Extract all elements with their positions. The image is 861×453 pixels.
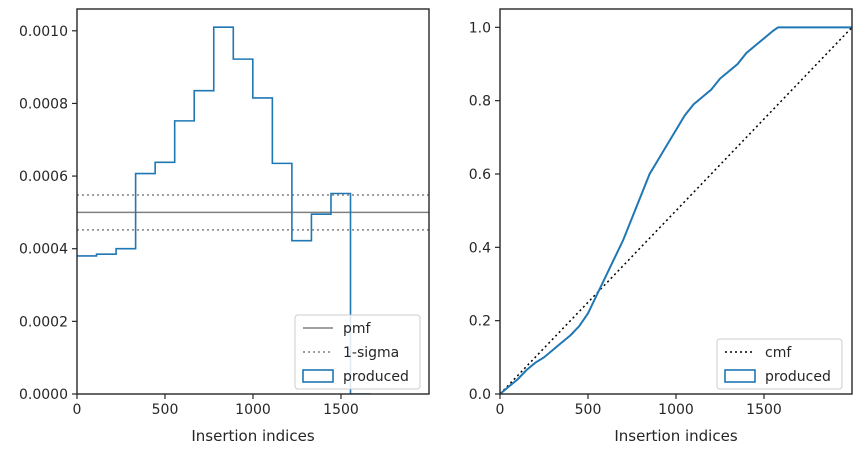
legend: cmf produced bbox=[716, 338, 843, 390]
y-tick-label: 0.0002 bbox=[19, 314, 68, 330]
x-axis-label: Insertion indices bbox=[614, 427, 737, 445]
legend-entry-cmf-label: cmf bbox=[765, 345, 792, 361]
x-tick-label: 1500 bbox=[323, 402, 359, 418]
legend-entry-1-sigma-label: 1-sigma bbox=[343, 345, 399, 361]
x-tick-label: 0 bbox=[73, 402, 82, 418]
series-produced-histogram bbox=[77, 26, 371, 394]
y-tick-label: 1.0 bbox=[469, 20, 491, 36]
y-tick-label: 0.0010 bbox=[19, 24, 68, 40]
y-tick-label: 0.0000 bbox=[19, 387, 68, 403]
plot-area bbox=[77, 26, 429, 394]
legend-entry-pmf-label: pmf bbox=[343, 321, 372, 337]
y-tick-label: 0.0006 bbox=[19, 169, 68, 185]
legend: pmf 1-sigma produced bbox=[294, 314, 421, 390]
legend-box bbox=[716, 338, 843, 390]
y-tick-label: 0.0008 bbox=[19, 96, 68, 112]
legend-entry-produced-swatch bbox=[302, 369, 334, 383]
plot-frame bbox=[499, 8, 853, 395]
x-tick-label: 500 bbox=[152, 402, 179, 418]
y-tick-label: 0.2 bbox=[469, 314, 491, 330]
y-tick-label: 0.6 bbox=[469, 167, 491, 183]
x-tick-label: 1000 bbox=[235, 402, 271, 418]
x-tick-label: 1000 bbox=[658, 402, 694, 418]
y-tick-label: 0.0 bbox=[469, 387, 491, 403]
legend-entry-produced-swatch bbox=[724, 369, 756, 383]
y-tick-label: 0.0004 bbox=[19, 242, 68, 258]
left-chart-panel: 0 500 1000 1500 0.0000 0.0002 0.0004 0.0006 0.00… bbox=[19, 8, 430, 445]
plot-area bbox=[500, 26, 852, 394]
x-tick-label: 0 bbox=[496, 402, 505, 418]
x-tick-label: 1500 bbox=[746, 402, 782, 418]
x-axis-label: Insertion indices bbox=[191, 427, 314, 445]
legend-entry-produced-label: produced bbox=[343, 369, 409, 385]
right-chart-panel: 0 500 1000 1500 0.0 0.2 0.4 0.6 0.8 1.0 Insertion … bbox=[469, 8, 853, 445]
y-tick-label: 0.4 bbox=[469, 240, 491, 256]
legend-entry-produced-label: produced bbox=[765, 369, 831, 385]
x-tick-label: 500 bbox=[575, 402, 602, 418]
y-tick-label: 0.8 bbox=[469, 94, 491, 110]
series-produced-cumulative bbox=[500, 26, 852, 394]
